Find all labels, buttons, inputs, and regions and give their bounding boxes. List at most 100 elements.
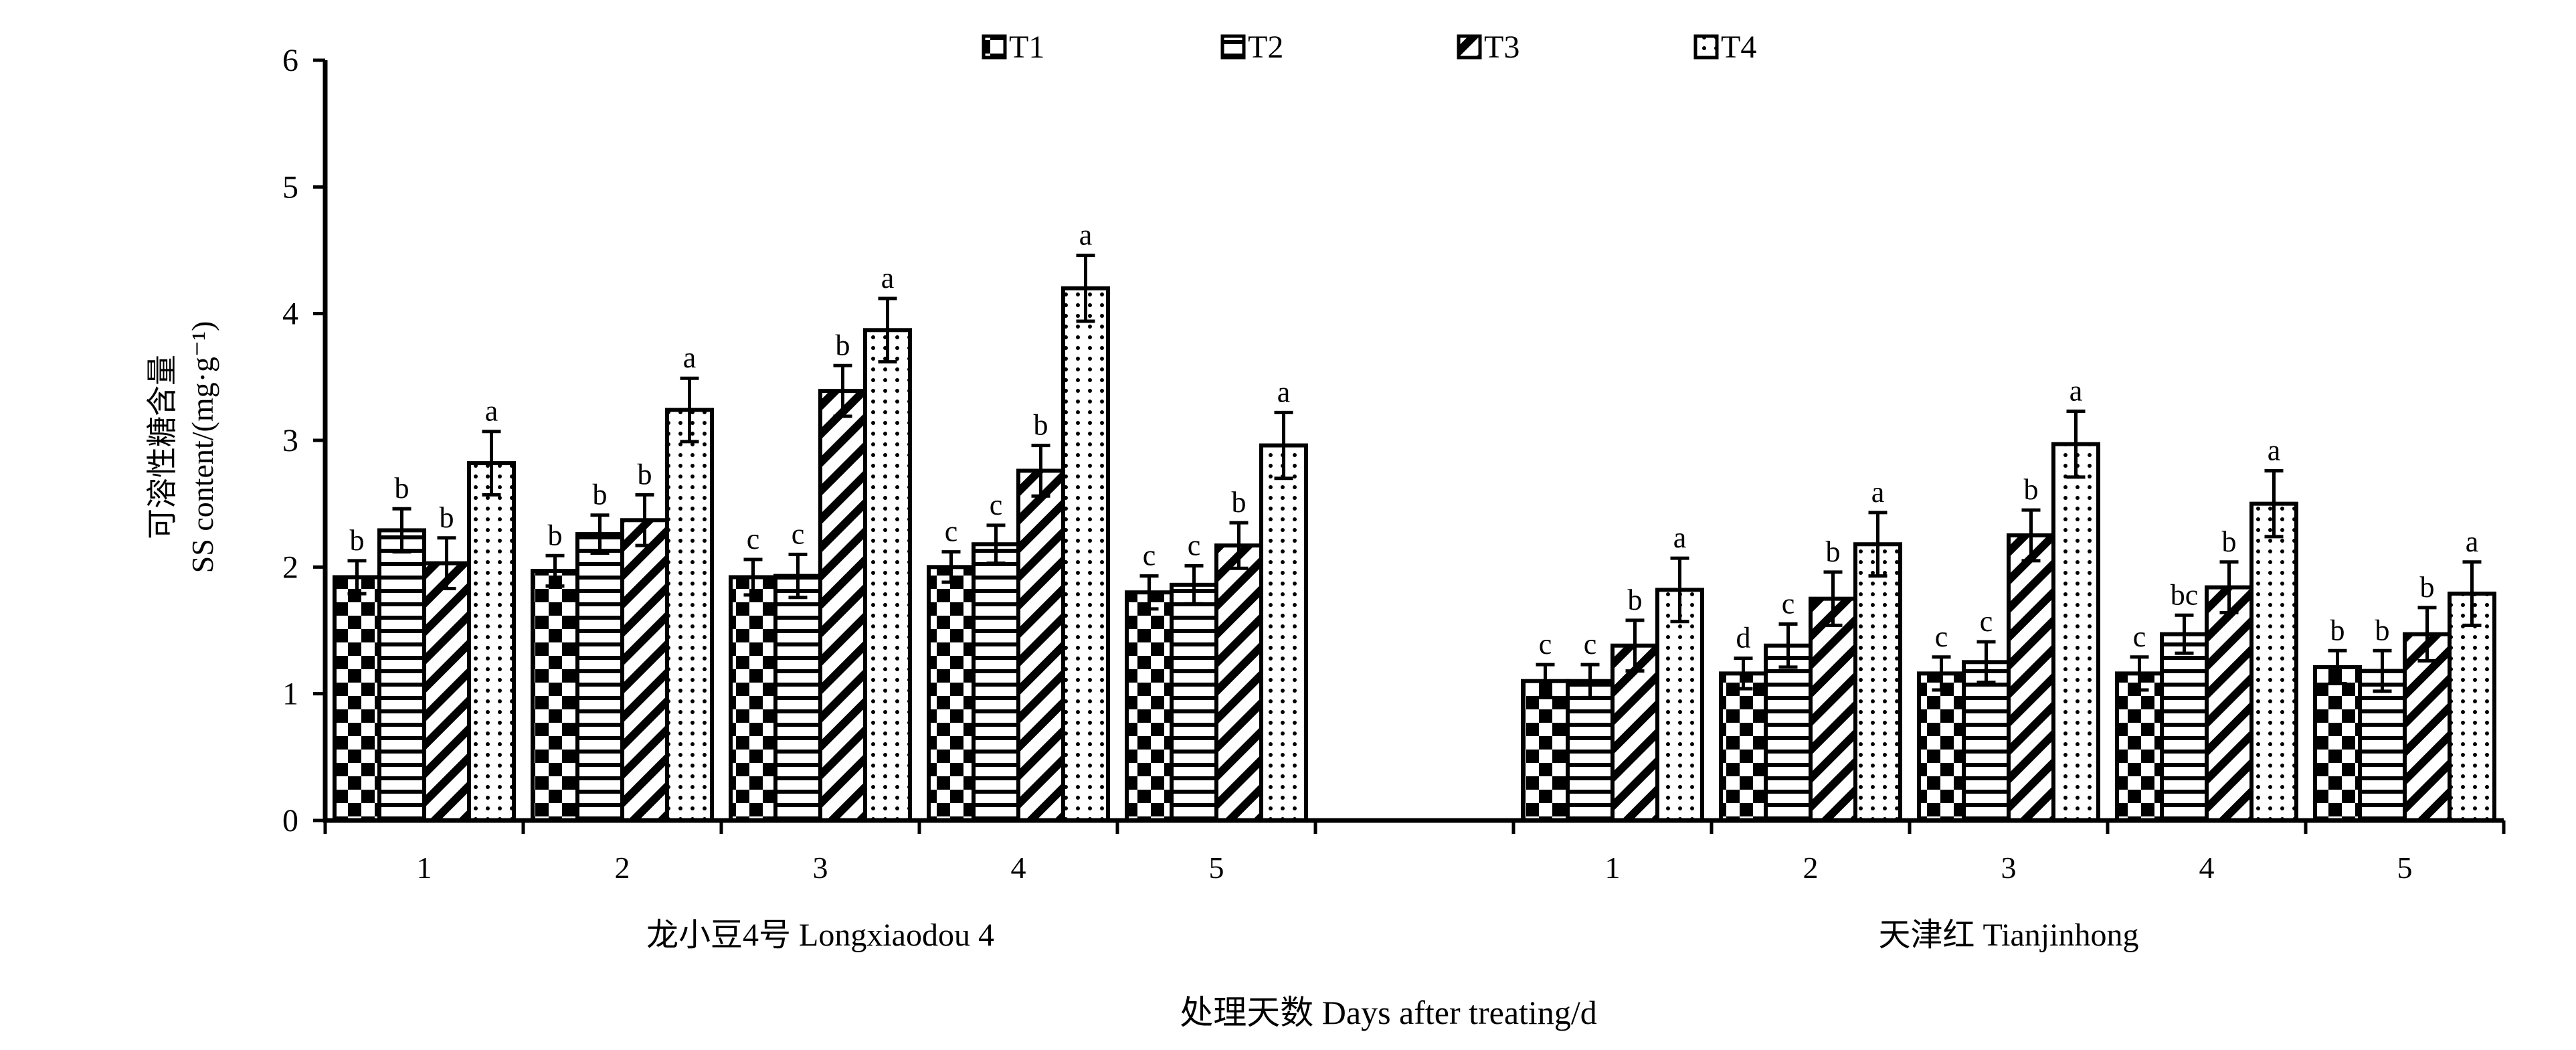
error-bar xyxy=(437,536,456,591)
error-bar xyxy=(1139,574,1159,611)
bar-t4-tianjinhong-day1 xyxy=(1655,588,1704,822)
significance-letter: b xyxy=(2330,614,2345,646)
x-category-label: 1 xyxy=(417,851,432,885)
significance-letter: a xyxy=(485,395,498,428)
y-tick-label: 3 xyxy=(282,423,298,458)
legend-label-t1: T1 xyxy=(1009,29,1044,65)
legend-swatch-t2 xyxy=(1220,34,1246,60)
significance-letter: b xyxy=(1034,409,1048,442)
bar-t4-tianjinhong-day4 xyxy=(2249,501,2298,823)
bar-t2-longxiaodou-day5 xyxy=(1170,582,1218,823)
error-bar xyxy=(2021,508,2041,563)
legend-swatch-t3 xyxy=(1457,34,1482,60)
y-tick-label: 2 xyxy=(282,549,298,585)
significance-letter: b xyxy=(1232,486,1247,519)
error-bar xyxy=(2130,655,2149,692)
y-tick-label: 1 xyxy=(282,677,298,712)
significance-letter: b xyxy=(395,472,409,505)
bar-t4-longxiaodou-day2 xyxy=(665,408,714,822)
y-tick-label: 4 xyxy=(282,296,298,332)
significance-letter: b xyxy=(638,458,652,491)
bar-t1-tianjinhong-day3 xyxy=(1917,671,1966,823)
x-category-label: 3 xyxy=(813,851,828,885)
error-bar xyxy=(680,376,699,444)
error-bar xyxy=(788,552,808,600)
error-bar xyxy=(833,363,852,418)
error-bar xyxy=(1734,657,1753,691)
significance-letter: b xyxy=(2420,571,2435,604)
significance-letter: bc xyxy=(2171,578,2199,611)
bar-t3-tianjinhong-day3 xyxy=(2007,533,2055,822)
significance-letter: c xyxy=(1782,588,1795,620)
significance-letter: c xyxy=(1539,628,1552,661)
bar-t4-tianjinhong-day3 xyxy=(2051,442,2100,822)
bar-t4-longxiaodou-day1 xyxy=(467,461,516,822)
significance-letter: b xyxy=(2375,614,2390,646)
error-bar xyxy=(1976,640,1996,685)
significance-letter: b xyxy=(350,524,365,557)
bar-t1-longxiaodou-day5 xyxy=(1125,590,1174,822)
legend-item-t1: T1 xyxy=(982,29,1044,65)
x-category-label: 4 xyxy=(1011,851,1026,885)
error-bar xyxy=(986,523,1006,565)
bar-t4-longxiaodou-day3 xyxy=(863,328,912,822)
bar-t4-longxiaodou-day5 xyxy=(1259,443,1308,822)
bar-t2-longxiaodou-day3 xyxy=(773,574,822,822)
error-bar xyxy=(347,559,367,596)
error-bar xyxy=(2066,409,2086,479)
error-bar xyxy=(1868,511,1888,578)
x-category-label: 4 xyxy=(2199,851,2215,885)
x-category-label: 5 xyxy=(2397,851,2413,885)
error-bar xyxy=(1932,655,1951,692)
error-bar xyxy=(1184,563,1204,606)
x-category-label: 3 xyxy=(2001,851,2017,885)
significance-letter: c xyxy=(1143,539,1156,572)
bar-t1-tianjinhong-day4 xyxy=(2115,671,2164,823)
significance-letter: c xyxy=(792,517,805,550)
significance-letter: a xyxy=(881,262,895,294)
legend-swatch-t1 xyxy=(982,34,1007,60)
legend-item-t4: T4 xyxy=(1693,29,1756,65)
significance-letter: a xyxy=(1079,219,1093,252)
bar-t2-tianjinhong-day5 xyxy=(2358,669,2407,822)
significance-letter: a xyxy=(683,341,697,374)
bar-t1-longxiaodou-day2 xyxy=(531,569,579,822)
error-bar xyxy=(1778,622,1798,669)
x-category-label: 5 xyxy=(1209,851,1224,885)
bar-t3-longxiaodou-day3 xyxy=(818,389,867,822)
bar-t1-tianjinhong-day1 xyxy=(1521,679,1570,822)
error-bar xyxy=(1670,556,1689,624)
error-bar xyxy=(635,493,654,547)
legend-label-t2: T2 xyxy=(1248,29,1283,65)
bar-t2-tianjinhong-day4 xyxy=(2160,632,2209,822)
bar-t1-tianjinhong-day2 xyxy=(1719,671,1768,823)
bar-t2-longxiaodou-day4 xyxy=(972,542,1020,823)
significance-letter: b xyxy=(2222,525,2237,558)
significance-letter: c xyxy=(990,489,1003,521)
error-bar xyxy=(1031,444,1050,498)
y-tick-label: 0 xyxy=(282,803,298,839)
bar-t1-longxiaodou-day1 xyxy=(333,575,381,822)
significance-letter: c xyxy=(1935,620,1948,653)
legend-label-t3: T3 xyxy=(1484,29,1520,65)
error-bar xyxy=(2328,648,2347,686)
bar-t3-longxiaodou-day2 xyxy=(620,518,669,823)
significance-letter: c xyxy=(1584,628,1597,661)
significance-letter: c xyxy=(1188,529,1201,561)
significance-letter: a xyxy=(1673,521,1687,554)
legend-item-t2: T2 xyxy=(1220,29,1283,65)
legend-label-t4: T4 xyxy=(1721,29,1756,65)
bar-t4-longxiaodou-day4 xyxy=(1061,286,1110,822)
bar-t2-tianjinhong-day3 xyxy=(1962,660,2011,822)
error-bar xyxy=(1076,254,1095,323)
error-bar xyxy=(2462,560,2482,627)
y-axis-title-line-1: 可溶性糖含量 xyxy=(145,355,179,539)
x-category-label: 2 xyxy=(615,851,630,885)
bar-t3-tianjinhong-day4 xyxy=(2205,585,2253,822)
error-bar xyxy=(1274,410,1293,480)
error-bar xyxy=(545,553,565,588)
significance-letter: c xyxy=(1980,605,1993,638)
bar-t3-longxiaodou-day1 xyxy=(422,561,471,822)
error-bar xyxy=(1229,521,1249,570)
x-category-label: 1 xyxy=(1605,851,1621,885)
